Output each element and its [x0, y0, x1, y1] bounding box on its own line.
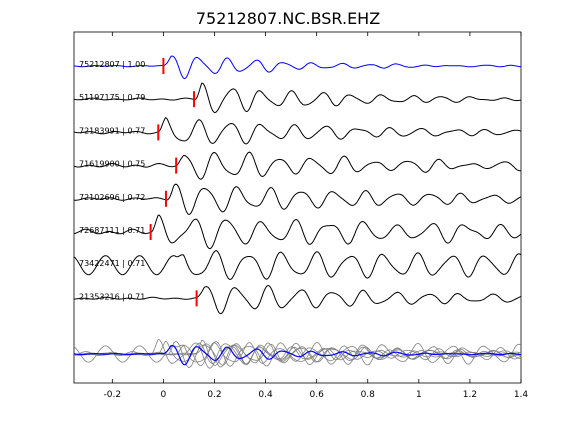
- trace-label: 21353216 | 0.71: [79, 292, 145, 301]
- trace-label: 72687111 | 0.71: [79, 226, 145, 235]
- x-tick-label: 1.2: [463, 390, 477, 400]
- x-tick-label: 0.4: [258, 390, 273, 400]
- stack-trace-line: [73, 344, 522, 366]
- trace-line: [73, 117, 522, 145]
- x-tick-label: -0.2: [104, 390, 122, 400]
- trace-label: 75212807 | 1.00: [79, 60, 145, 69]
- trace-line: [73, 82, 522, 114]
- trace-line: [73, 55, 522, 80]
- trace-label: 72183991 | 0.77: [79, 126, 145, 135]
- x-tick-label: 0: [161, 390, 167, 400]
- x-tick-label: 0.6: [309, 390, 324, 400]
- chart-title: 75212807.NC.BSR.EHZ: [196, 9, 380, 28]
- plot-area: [73, 31, 522, 384]
- trace-line: [73, 151, 522, 180]
- x-tick-label: 0.8: [361, 390, 376, 400]
- trace-line: [73, 183, 522, 216]
- trace-label: 71619900 | 0.75: [79, 160, 145, 169]
- stack-layer: [73, 339, 522, 369]
- trace-label: 51197175 | 0.79: [79, 93, 145, 102]
- trace-line: [73, 250, 522, 280]
- x-tick-label: 1.4: [514, 390, 529, 400]
- x-tick-label: 1: [416, 390, 422, 400]
- trace-label: 73422471 | 0.71: [79, 259, 145, 268]
- x-axis: -0.2 0 0.2 0.4 0.6 0.8 1 1.2 1.4: [104, 32, 529, 400]
- trace-line: [73, 214, 522, 250]
- traces-layer: 75212807 | 1.00 51197175 | 0.79 72183991 |…: [73, 55, 522, 315]
- trace-line: [73, 285, 522, 315]
- x-tick-label: 0.2: [207, 390, 221, 400]
- trace-label: 72102696 | 0.72: [79, 193, 145, 202]
